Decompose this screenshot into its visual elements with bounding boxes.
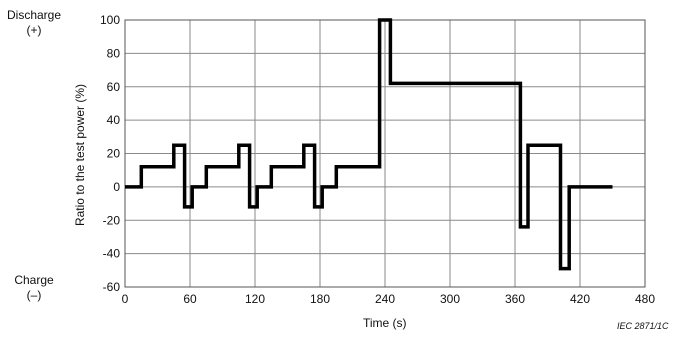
y-tick-label: 60 — [107, 80, 121, 94]
x-tick-label: 120 — [245, 292, 265, 306]
y-axis-title: Ratio to the test power (%) — [73, 83, 87, 227]
discharge-label-sign: (+) — [26, 23, 42, 37]
charge-label-sign: (–) — [26, 288, 42, 302]
x-tick-label: 300 — [440, 292, 460, 306]
x-axis-title: Time (s) — [363, 316, 407, 330]
grid — [125, 20, 645, 287]
y-tick-label: -40 — [103, 247, 121, 261]
figure-id: IEC 2871/1C — [617, 321, 669, 331]
discharge-label-text: Discharge — [6, 8, 62, 22]
x-tick-label: 480 — [635, 292, 655, 306]
x-tick-label: 240 — [375, 292, 395, 306]
y-tick-label: 80 — [107, 46, 121, 60]
charge-label: Charge (–) — [2, 273, 66, 303]
x-tick-label: 0 — [122, 292, 129, 306]
y-tick-label: 0 — [113, 180, 120, 194]
x-tick-label: 360 — [505, 292, 525, 306]
series-group — [125, 18, 613, 271]
x-tick-label: 60 — [183, 292, 197, 306]
y-tick-label: 100 — [100, 13, 120, 27]
y-tick-label: -60 — [103, 280, 121, 294]
y-tick-labels: -60 -40 -20 0 20 40 60 80 100 — [100, 13, 120, 294]
x-tick-label: 420 — [570, 292, 590, 306]
x-tick-label: 180 — [310, 292, 330, 306]
series-line — [125, 18, 613, 271]
y-tick-label: 20 — [107, 147, 121, 161]
charge-label-text: Charge — [14, 273, 54, 287]
y-tick-label: 40 — [107, 113, 121, 127]
discharge-label: Discharge (+) — [2, 8, 66, 38]
y-tick-label: -20 — [103, 213, 121, 227]
x-tick-labels: 0 60 120 180 240 300 360 420 480 — [122, 292, 656, 306]
